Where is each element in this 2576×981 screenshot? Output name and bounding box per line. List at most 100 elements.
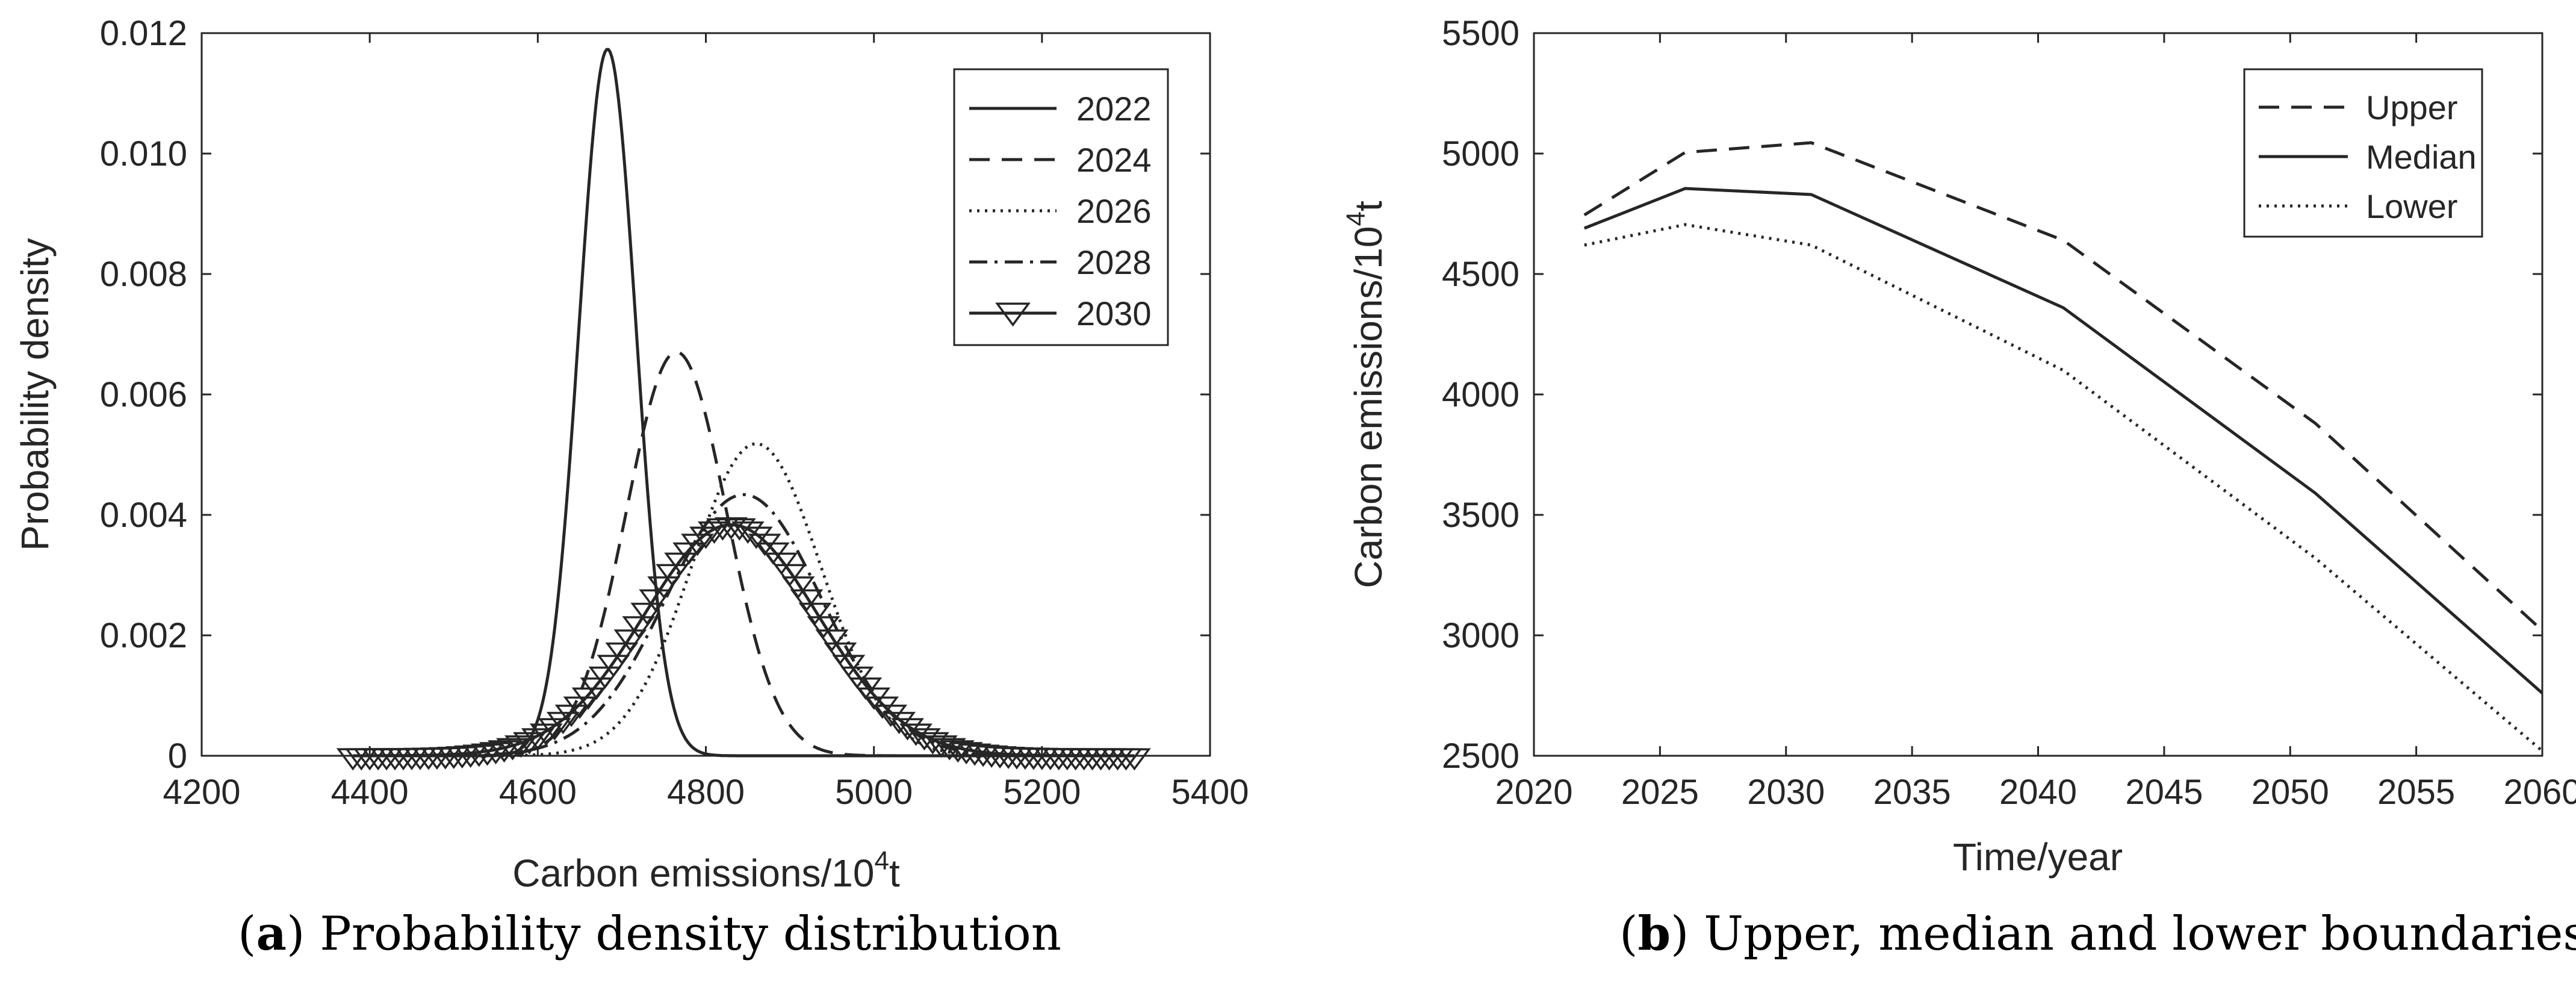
panel-b-xtick-label: 2030: [1747, 773, 1825, 812]
panel-b-xtick-label: 2020: [1495, 773, 1572, 812]
caption-b-label: b: [1637, 906, 1671, 961]
panel-a-marker-point: [689, 526, 722, 549]
panel-a-marker-point: [588, 666, 622, 689]
panel-a-marker-point: [765, 552, 798, 575]
panel-a-marker-point: [840, 666, 874, 689]
panel-a-marker-point: [462, 744, 496, 767]
panel-a-marker-point: [807, 616, 840, 639]
panel-a-marker-point: [739, 526, 773, 549]
panel-a-marker-point: [529, 723, 563, 746]
panel-a-marker-point: [647, 576, 681, 599]
panel-b-xtick-label: 2045: [2125, 773, 2203, 812]
panel-a-xtick-label: 5400: [1171, 773, 1249, 812]
panel-a-ytick-label: 0: [168, 737, 187, 776]
panel-a-marker-point: [613, 629, 647, 652]
panel-a-legend-label-2028: 2028: [1076, 243, 1152, 281]
panel-a-marker-point: [1117, 748, 1151, 771]
panel-b-series-median: [1583, 187, 2543, 694]
panel-a-xtick-label: 4600: [499, 773, 577, 812]
panel-a-ytick-label: 0.008: [100, 255, 187, 294]
caption-a: (a) Probability density distribution: [238, 906, 1061, 961]
panel-a-marker-point: [521, 728, 554, 751]
panel-b-xtick-label: 2025: [1621, 773, 1699, 812]
panel-a-marker-point: [664, 552, 698, 575]
panel-a-marker-point: [538, 718, 571, 741]
panel-a-ytick-label: 0.010: [100, 134, 187, 173]
panel-a-marker-point: [824, 642, 857, 665]
caption-a-label: a: [256, 906, 287, 961]
panel-a-ytick-label: 0.012: [100, 14, 187, 53]
panel-a-series-2028: [353, 493, 1135, 758]
panel-b-chart: 2020 2025 2030 2035 2040 2045 2050 2055 2060 2500…: [1341, 14, 2576, 879]
panel-a-series-2026: [353, 442, 1135, 758]
panel-b-ytick-label: 5500: [1442, 14, 1519, 53]
panel-a-series-2024: [353, 350, 1135, 758]
panel-a-ytick-label: 0.002: [100, 616, 187, 655]
panel-a-marker-point: [639, 589, 672, 612]
panel-a-marker-point: [504, 735, 538, 758]
panel-a-marker-point: [731, 521, 765, 544]
panel-a-xtick-label: 5000: [835, 773, 913, 812]
panel-a-marker-point: [907, 728, 941, 751]
panel-a-marker-point: [512, 732, 546, 755]
panel-a-series-2030-markers: [336, 517, 1151, 771]
panel-a-marker-point: [656, 564, 689, 587]
panel-a-xtick-label: 4800: [667, 773, 745, 812]
panel-a-marker-point: [832, 655, 866, 677]
panel-b-ytick-label: 4000: [1442, 375, 1519, 414]
panel-b-series-upper: [1583, 141, 2543, 632]
panel-b-ylabel: Carbon emissions/104t: [1341, 201, 1390, 588]
panel-b-legend-label-median: Median: [2366, 138, 2477, 176]
panel-a-marker-point: [479, 742, 513, 765]
panel-b-legend-label-upper: Upper: [2366, 89, 2458, 126]
panel-a-marker-point: [773, 564, 807, 587]
panel-a-marker-point: [706, 518, 739, 541]
panel-b-legend-box: [2243, 68, 2483, 238]
panel-a-marker-point: [722, 518, 756, 541]
panel-a-ylabel: Probability density: [13, 238, 57, 550]
panel-a-marker-point: [781, 576, 815, 599]
panel-a-marker-point: [916, 732, 949, 755]
panel-a-xtick-label: 4400: [331, 773, 409, 812]
panel-a-legend: 2022 2024 2026 2028 2030: [953, 68, 1169, 346]
panel-a-xtick-label: 5200: [1003, 773, 1081, 812]
panel-a-marker-point: [605, 642, 639, 665]
panel-a-legend-label-2022: 2022: [1076, 90, 1152, 128]
panel-a-marker-point: [571, 687, 605, 710]
panel-a-marker-point: [883, 712, 916, 735]
panel-b-ytick-label: 3500: [1442, 496, 1519, 535]
panel-b-xtick-label: 2050: [2252, 773, 2329, 812]
panel-a-marker-point: [874, 705, 908, 727]
panel-a-marker-point: [697, 521, 731, 544]
panel-b-xlabel: Time/year: [1953, 835, 2123, 879]
panel-a-legend-label-2024: 2024: [1076, 141, 1152, 179]
panel-a-marker-point: [622, 616, 656, 639]
panel-b-ytick-label: 5000: [1442, 134, 1519, 173]
panel-b-ytick-label: 4500: [1442, 255, 1519, 294]
panel-a-ytick-label: 0.004: [100, 496, 187, 535]
panel-b-legend: Upper Median Lower: [2243, 68, 2483, 238]
panel-b-xtick-label: 2055: [2377, 773, 2455, 812]
panel-a-chart: 4200 4400 4600 4800 5000 5200 5400 0 0.002 0.004 0…: [13, 14, 1249, 895]
panel-b-ytick-label: 3000: [1442, 616, 1519, 655]
caption-b: (b) Upper, median and lower boundaries: [1619, 906, 2576, 961]
panel-a-marker-point: [471, 743, 504, 766]
panel-b-xtick-label: 2035: [1873, 773, 1951, 812]
caption-a-text: Probability density distribution: [320, 907, 1061, 961]
panel-a-marker-point: [630, 602, 664, 625]
panel-a-marker-point: [580, 677, 613, 700]
panel-a-ytick-label: 0.006: [100, 375, 187, 414]
panel-a-legend-label-2030: 2030: [1076, 294, 1152, 332]
panel-a-marker-point: [790, 589, 824, 612]
panel-b-xtick-label: 2060: [2503, 773, 2576, 812]
panel-b-xtick-label: 2040: [1999, 773, 2077, 812]
panel-a-marker-point: [866, 696, 899, 719]
panel-b-ytick-label: 2500: [1442, 737, 1519, 776]
panel-a-marker-point: [495, 738, 529, 761]
panel-a-legend-marker-2030: [995, 302, 1031, 327]
panel-a-marker-point: [798, 602, 832, 625]
panel-b-legend-label-lower: Lower: [2366, 187, 2458, 225]
panel-a-marker-point: [597, 655, 630, 677]
panel-a-legend-box: [953, 68, 1169, 346]
